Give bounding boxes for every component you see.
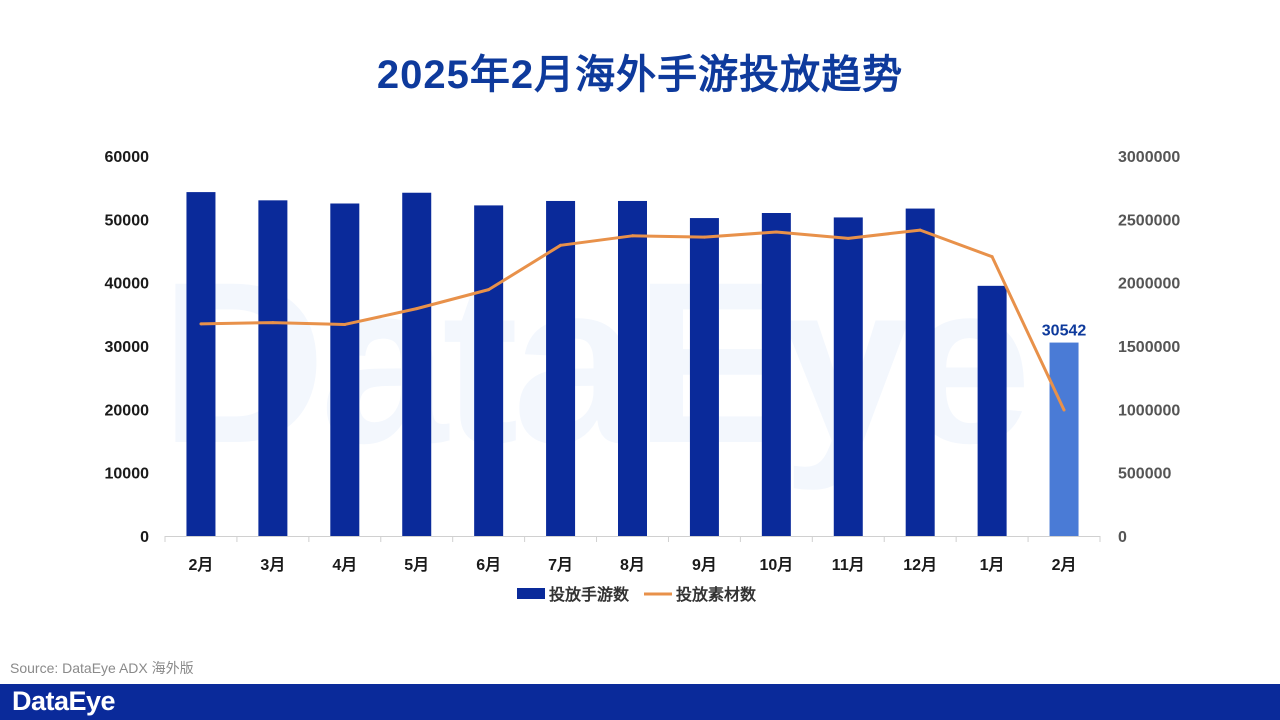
x-axis-tick-label: 7月 xyxy=(548,556,573,574)
right-axis-tick-label: 500000 xyxy=(1118,466,1171,483)
bar xyxy=(905,208,935,537)
left-axis-tick-label: 60000 xyxy=(105,149,150,166)
bar-data-label: 30542 xyxy=(1042,323,1087,340)
bar xyxy=(689,218,719,537)
x-axis-tick-label: 6月 xyxy=(476,556,501,574)
x-axis-tick-label: 10月 xyxy=(759,556,793,574)
x-axis-tick-label: 2月 xyxy=(1052,556,1077,574)
bar xyxy=(618,200,647,536)
bar xyxy=(402,192,432,536)
left-axis-tick-label: 50000 xyxy=(105,212,150,229)
right-axis-tick-label: 0 xyxy=(1118,529,1127,546)
source-note: Source: DataEye ADX 海外版 xyxy=(10,660,194,676)
x-axis-tick-label: 9月 xyxy=(692,556,717,574)
line-point xyxy=(846,236,850,240)
line-point xyxy=(990,255,994,259)
line-series xyxy=(199,228,1066,412)
line-point xyxy=(415,307,419,311)
chart: 30542 0 10000 20000 30000 40000 50000 60000 0 50… xyxy=(105,149,1181,604)
left-axis-tick-label: 0 xyxy=(140,529,149,546)
bar xyxy=(330,203,360,536)
line-point xyxy=(631,234,634,238)
footer-logo: DataEye xyxy=(12,686,116,716)
legend-swatch-bar xyxy=(517,588,545,599)
x-axis-tick-label: 4月 xyxy=(332,556,357,574)
line-point xyxy=(487,288,491,292)
x-axis-tick-label: 3月 xyxy=(260,556,285,574)
bar xyxy=(258,200,288,537)
legend-label: 投放手游数 xyxy=(549,585,630,604)
page-title: 2025年2月海外手游投放趋势 xyxy=(376,53,904,97)
bar xyxy=(186,192,216,536)
bar-series: 30542 xyxy=(186,192,1087,537)
line-point xyxy=(199,322,203,326)
left-axis-tick-label: 20000 xyxy=(105,402,150,419)
line-point xyxy=(1062,408,1066,412)
x-axis-tick-label: 2月 xyxy=(189,556,214,574)
left-axis-tick-label: 10000 xyxy=(105,466,150,483)
bar xyxy=(761,213,791,536)
x-axis-tick-label: 8月 xyxy=(620,556,645,574)
x-axis-tick-label: 1月 xyxy=(980,556,1005,574)
footer-bar: DataEye xyxy=(0,684,1280,720)
line-point xyxy=(702,235,706,239)
left-axis-tick-label: 30000 xyxy=(105,339,150,356)
bar xyxy=(546,200,576,536)
line-point xyxy=(343,322,347,326)
line-point xyxy=(918,228,922,232)
right-axis-tick-label: 1000000 xyxy=(1118,402,1180,419)
right-axis-tick-label: 2000000 xyxy=(1118,276,1180,293)
line-point xyxy=(774,230,778,234)
x-axis-tick-label: 11月 xyxy=(832,556,865,574)
bar xyxy=(977,285,1007,536)
watermark-text: DataEye xyxy=(160,234,1032,491)
x-axis-tick-label: 12月 xyxy=(903,556,937,574)
chart-axes: 0 10000 20000 30000 40000 50000 60000 0 500000 10… xyxy=(105,149,1181,574)
line-point xyxy=(559,243,563,247)
right-axis-tick-label: 1500000 xyxy=(1118,339,1180,356)
x-axis-tick-label: 5月 xyxy=(404,556,429,574)
right-axis-tick-label: 3000000 xyxy=(1118,149,1180,166)
bar xyxy=(474,205,504,536)
chart-legend: 投放手游数 投放素材数 xyxy=(517,585,757,604)
line-point xyxy=(271,321,275,325)
left-axis-tick-label: 40000 xyxy=(105,276,150,293)
legend-label: 投放素材数 xyxy=(676,585,757,604)
bar xyxy=(1049,342,1079,536)
right-axis-tick-label: 2500000 xyxy=(1118,212,1180,229)
bar xyxy=(833,217,863,536)
